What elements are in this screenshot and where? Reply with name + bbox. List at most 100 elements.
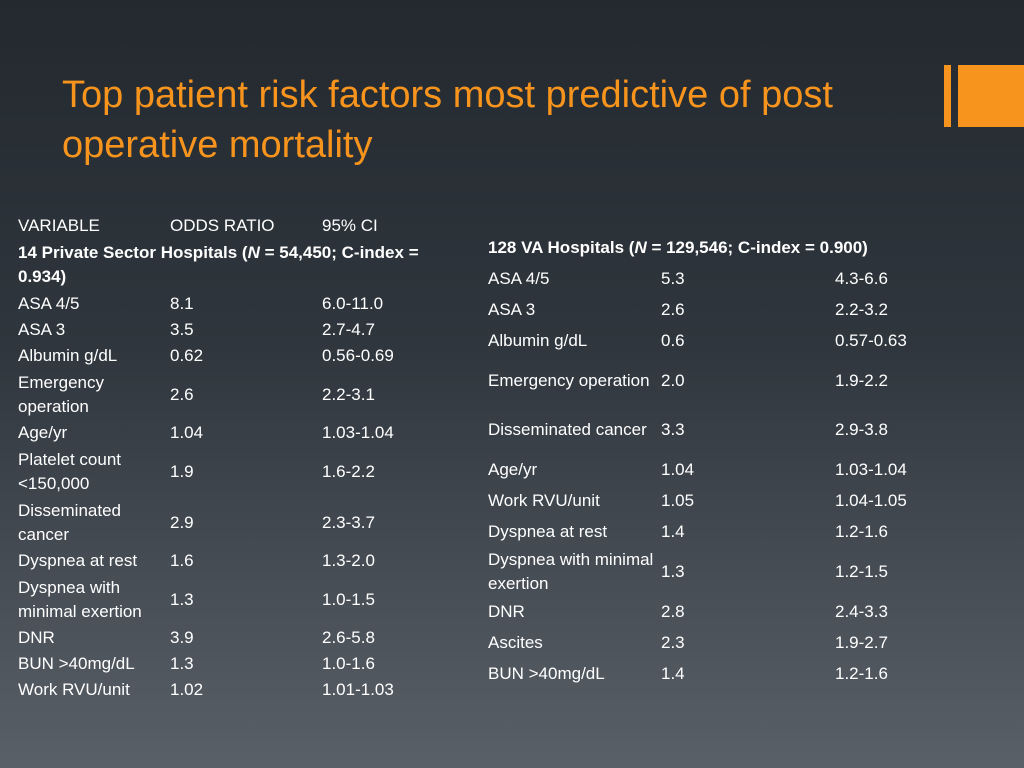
cell-odds-ratio: 1.04 [661,459,695,479]
cell-odds-ratio: 1.05 [661,490,695,510]
cell-variable: ASA 3 [18,320,66,339]
cell-odds-ratio: 1.6 [170,551,194,570]
cell-odds-ratio: 1.4 [661,663,685,683]
accent-bar-thin [944,65,951,127]
cell-ci: 2.2-3.1 [322,384,375,404]
cell-ci: 1.0-1.6 [322,654,375,673]
table-row: Dyspnea at rest 1.4 1.2-1.6 [488,516,968,547]
cell-odds-ratio: 2.6 [661,299,685,319]
cell-variable: ASA 4/5 [18,294,80,313]
cell-ci: 2.7-4.7 [322,320,375,339]
table-row: ASA 3 2.6 2.2-3.2 [488,294,968,325]
cell-variable: Dyspnea at rest [488,521,608,541]
cell-variable: Work RVU/unit [488,490,600,510]
accent-bar-thick [958,65,1024,127]
cell-odds-ratio: 1.4 [661,521,685,541]
cell-ci: 1.6-2.2 [322,461,375,481]
table-row: Disseminated cancer 2.9 2.3-3.7 [18,497,448,548]
cell-variable: Dyspnea at rest [18,551,138,570]
cell-odds-ratio: 2.8 [661,601,685,621]
table-row: Dyspnea with minimal exertion 1.3 1.0-1.5 [18,574,448,625]
cell-ci: 1.9-2.7 [835,632,888,652]
cell-odds-ratio: 2.6 [170,384,194,404]
cell-ci: 1.9-2.2 [835,370,888,390]
cell-variable: Dyspnea with minimal exertion [488,549,654,593]
cell-odds-ratio: 3.5 [170,320,194,339]
cell-odds-ratio: 3.3 [661,419,685,439]
private-sector-table: VARIABLE ODDS RATIO 95% CI 14 Private Se… [18,213,448,703]
table-row: Emergency operation 2.6 2.2-3.1 [18,369,448,420]
cell-variable: DNR [18,628,55,647]
table-row: Dyspnea at rest 1.6 1.3-2.0 [18,548,448,574]
group-row: 128 VA Hospitals (N = 129,546; C-index =… [488,233,968,263]
slide-title: Top patient risk factors most predictive… [62,74,833,166]
cell-odds-ratio: 8.1 [170,294,194,313]
cell-variable: Platelet count <150,000 [18,449,122,493]
cell-variable: Disseminated cancer [488,419,647,439]
group-label: 14 Private Sector Hospitals (N = 54,450;… [18,243,419,286]
group-row: 14 Private Sector Hospitals (N = 54,450;… [18,239,448,291]
cell-odds-ratio: 0.6 [661,330,685,350]
cell-odds-ratio: 1.9 [170,461,194,481]
va-hospitals-table: 128 VA Hospitals (N = 129,546; C-index =… [488,233,968,689]
cell-ci: 2.4-3.3 [835,601,888,621]
cell-ci: 1.2-1.6 [835,521,888,541]
cell-ci: 1.01-1.03 [322,680,394,699]
cell-ci: 6.0-11.0 [322,294,384,313]
table-row: Platelet count <150,000 1.9 1.6-2.2 [18,446,448,497]
table-row: Work RVU/unit 1.05 1.04-1.05 [488,485,968,516]
cell-odds-ratio: 1.3 [661,561,685,581]
cell-odds-ratio: 1.3 [170,654,194,673]
table-row: ASA 3 3.5 2.7-4.7 [18,317,448,343]
cell-ci: 2.3-3.7 [322,512,375,532]
cell-variable: Emergency operation [488,370,650,390]
cell-variable: Ascites [488,632,543,652]
table-row: Albumin g/dL 0.6 0.57-0.63 [488,325,968,356]
cell-ci: 1.2-1.5 [835,561,888,581]
cell-ci: 1.3-2.0 [322,551,375,570]
cell-odds-ratio: 0.62 [170,346,204,365]
table-row: DNR 2.8 2.4-3.3 [488,596,968,627]
cell-ci: 0.56-0.69 [322,346,394,365]
cell-ci: 1.03-1.04 [835,459,907,479]
cell-variable: ASA 3 [488,299,536,319]
table-row: Age/yr 1.04 1.03-1.04 [488,454,968,485]
table-row: Albumin g/dL 0.62 0.56-0.69 [18,343,448,369]
header-odds-ratio: ODDS RATIO [170,216,275,235]
cell-odds-ratio: 1.02 [170,680,204,699]
cell-ci: 1.03-1.04 [322,423,394,442]
cell-variable: Age/yr [18,423,68,442]
table-row: DNR 3.9 2.6-5.8 [18,625,448,651]
header-ci: 95% CI [322,216,378,235]
cell-ci: 2.9-3.8 [835,419,888,439]
cell-ci: 2.6-5.8 [322,628,375,647]
cell-variable: BUN >40mg/dL [488,663,605,683]
cell-ci: 1.0-1.5 [322,589,375,609]
header-variable: VARIABLE [18,216,100,235]
table-row: Dyspnea with minimal exertion 1.3 1.2-1.5 [488,547,968,596]
cell-ci: 1.04-1.05 [835,490,907,510]
cell-variable: DNR [488,601,525,621]
cell-ci: 2.2-3.2 [835,299,888,319]
cell-odds-ratio: 2.0 [661,370,685,390]
cell-odds-ratio: 2.9 [170,512,194,532]
table-header-row: VARIABLE ODDS RATIO 95% CI [18,213,448,239]
table-row: Disseminated cancer 3.3 2.9-3.8 [488,405,968,454]
table-row: Work RVU/unit 1.02 1.01-1.03 [18,677,448,703]
cell-ci: 1.2-1.6 [835,663,888,683]
table-row: Age/yr 1.04 1.03-1.04 [18,420,448,446]
cell-variable: Albumin g/dL [488,330,588,350]
cell-odds-ratio: 1.04 [170,423,204,442]
cell-variable: Dyspnea with minimal exertion [18,577,142,621]
cell-variable: Albumin g/dL [18,346,118,365]
table-row: BUN >40mg/dL 1.4 1.2-1.6 [488,658,968,689]
table-row: ASA 4/5 5.3 4.3-6.6 [488,263,968,294]
cell-ci: 4.3-6.6 [835,268,888,288]
table-row: Emergency operation 2.0 1.9-2.2 [488,356,968,405]
table-row: BUN >40mg/dL 1.3 1.0-1.6 [18,651,448,677]
cell-variable: Emergency operation [18,372,104,416]
cell-odds-ratio: 5.3 [661,268,685,288]
table-row: ASA 4/5 8.1 6.0-11.0 [18,291,448,317]
cell-variable: BUN >40mg/dL [18,654,135,673]
cell-odds-ratio: 1.3 [170,589,194,609]
